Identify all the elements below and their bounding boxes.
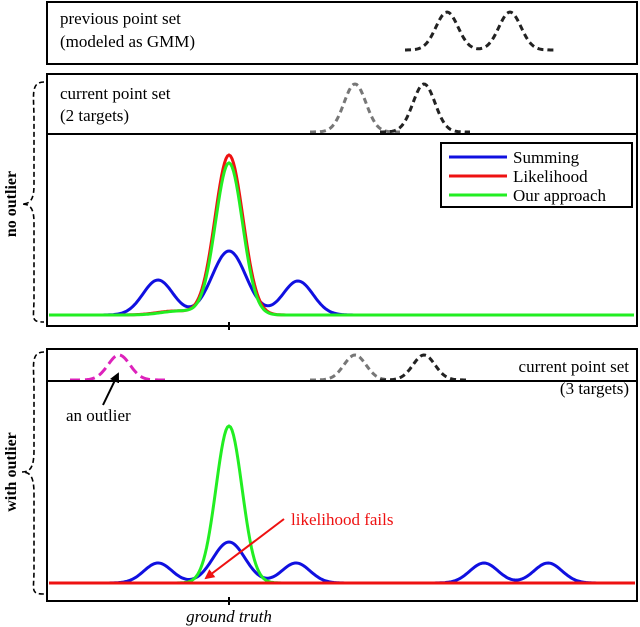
legend: Summing Likelihood Our approach bbox=[440, 142, 633, 208]
no-outlier-our-approach-curve bbox=[49, 161, 634, 317]
legend-label-summing: Summing bbox=[513, 148, 580, 167]
panel-current-point-set-two: current point set (2 targets) bbox=[46, 73, 638, 135]
legend-label-our-approach: Our approach bbox=[513, 186, 606, 205]
outlier-annotation-arrow bbox=[102, 372, 120, 406]
likelihood-fails-label: likelihood fails bbox=[291, 510, 393, 529]
current-three-label-line2: (3 targets) bbox=[560, 379, 629, 398]
current-three-curve-dark bbox=[380, 353, 470, 382]
no-outlier-brace-group: no outlier bbox=[3, 81, 45, 323]
panel-current-point-set-three: current point set (3 targets) bbox=[46, 348, 638, 398]
with-outlier-brace-group: with outlier bbox=[3, 351, 45, 595]
legend-label-likelihood: Likelihood bbox=[513, 167, 588, 186]
outlier-annotation-label: an outlier bbox=[66, 406, 131, 425]
no-outlier-summing-curve bbox=[49, 249, 634, 317]
no-outlier-side-label: no outlier bbox=[3, 171, 20, 237]
likelihood-fails-arrow bbox=[204, 518, 285, 580]
panel-with-outlier: an outlier likelihood fails bbox=[46, 372, 638, 605]
outlier-curve bbox=[70, 353, 169, 382]
current-target-curve-dark bbox=[380, 82, 470, 134]
panel-previous-point-set: previous point set (modeled as GMM) bbox=[46, 1, 638, 65]
panel-no-outlier: Summing Likelihood Our approach bbox=[46, 133, 638, 330]
current-two-label-line1: current point set bbox=[60, 84, 171, 103]
current-three-curve-gray bbox=[310, 353, 400, 382]
previous-gmm-curve bbox=[405, 10, 555, 52]
ground-truth-label: ground truth bbox=[186, 607, 272, 626]
with-outlier-side-label: with outlier bbox=[3, 432, 20, 512]
current-two-label-line2: (2 targets) bbox=[60, 106, 129, 125]
no-outlier-brace bbox=[21, 81, 45, 323]
current-three-label-line1: current point set bbox=[519, 357, 630, 376]
with-outlier-brace bbox=[21, 351, 45, 595]
current-target-curve-gray bbox=[310, 82, 400, 134]
previous-label-line2: (modeled as GMM) bbox=[60, 32, 195, 51]
with-outlier-summing-curve bbox=[49, 540, 634, 585]
with-outlier-our-approach-curve bbox=[49, 424, 634, 585]
previous-label-line1: previous point set bbox=[60, 9, 181, 28]
